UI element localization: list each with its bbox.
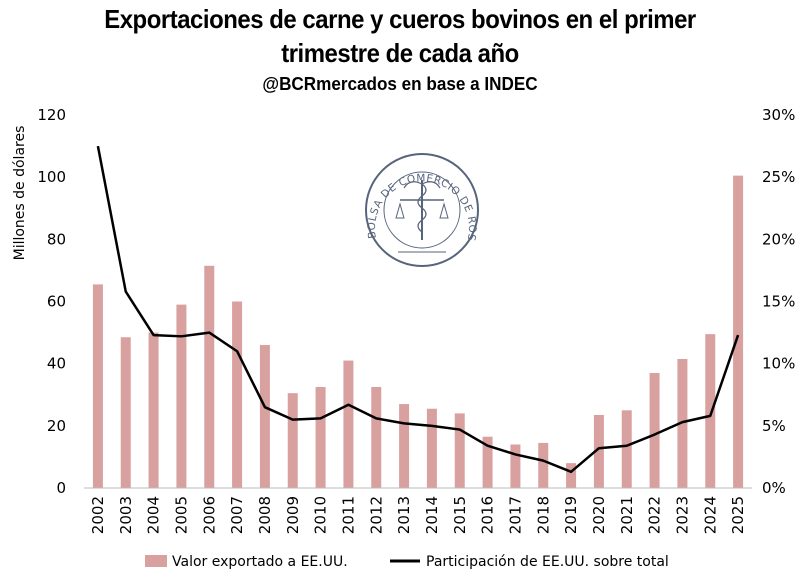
bar bbox=[733, 175, 744, 489]
x-tick-label: 2016 bbox=[479, 496, 497, 534]
y-tick-label: 0 bbox=[56, 479, 66, 497]
x-tick-label: 2002 bbox=[89, 496, 107, 534]
y2-tick-label: 10% bbox=[762, 355, 795, 373]
logo-left-pan bbox=[395, 202, 405, 219]
logo-right-pan bbox=[439, 202, 449, 219]
x-tick-label: 2017 bbox=[506, 496, 524, 534]
bar bbox=[120, 337, 131, 488]
x-tick-label: 2009 bbox=[284, 496, 302, 534]
y2-tick-label: 0% bbox=[762, 479, 786, 497]
y2-tick-label: 15% bbox=[762, 293, 795, 311]
bar bbox=[621, 410, 632, 488]
plot-area: 0 20 40 60 80 100 120 0% 5% 10% 15% 20% 25% 30% 2002 20… bbox=[37, 106, 795, 534]
y-tick-label: 20 bbox=[47, 417, 66, 435]
y-tick-label: 40 bbox=[47, 355, 66, 373]
x-tick-label: 2013 bbox=[395, 496, 413, 534]
legend-bar-label: Valor exportado a EE.UU. bbox=[172, 554, 348, 570]
x-tick-label: 2023 bbox=[673, 496, 691, 534]
y2-tick-label: 25% bbox=[762, 168, 795, 186]
bcr-logo-watermark: BOLSA DE COMERCIO DE ROSARIO bbox=[0, 0, 479, 267]
bar bbox=[482, 436, 493, 488]
y2-tick-label: 20% bbox=[762, 230, 795, 248]
bar bbox=[232, 301, 243, 488]
bar bbox=[593, 414, 604, 488]
chart-title: Exportaciones de carne y cueros bovinos … bbox=[104, 4, 696, 34]
bar bbox=[399, 404, 410, 488]
y-tick-label: 60 bbox=[47, 293, 66, 311]
bar bbox=[705, 334, 716, 488]
bar bbox=[204, 265, 215, 488]
x-tick-label: 2007 bbox=[228, 496, 246, 534]
x-tick-label: 2018 bbox=[534, 496, 552, 534]
x-tick-label: 2006 bbox=[200, 496, 218, 534]
x-tick-label: 2003 bbox=[117, 496, 135, 534]
bar bbox=[454, 413, 465, 488]
bar bbox=[677, 359, 688, 488]
bar bbox=[343, 360, 354, 488]
bar bbox=[426, 408, 437, 488]
x-tick-label: 2022 bbox=[646, 496, 664, 534]
x-tick-label: 2011 bbox=[339, 496, 357, 534]
y-tick-label: 120 bbox=[37, 106, 66, 124]
x-tick-label: 2020 bbox=[590, 496, 608, 534]
logo-inner-ring bbox=[383, 171, 461, 249]
x-tick-label: 2019 bbox=[562, 496, 580, 534]
y2-tick-label: 5% bbox=[762, 417, 786, 435]
bar bbox=[371, 386, 382, 488]
share-line bbox=[96, 145, 740, 474]
logo-snake bbox=[417, 183, 427, 233]
x-tick-label: 2025 bbox=[729, 496, 747, 534]
x-tick-label: 2021 bbox=[618, 496, 636, 534]
bar bbox=[538, 442, 549, 488]
bar bbox=[148, 332, 159, 488]
y2-tick-label: 30% bbox=[762, 106, 795, 124]
x-tick-label: 2005 bbox=[172, 496, 190, 534]
bar bbox=[259, 345, 270, 488]
bar bbox=[566, 463, 577, 488]
legend-bar-swatch bbox=[145, 555, 167, 567]
y-tick-label: 80 bbox=[47, 230, 66, 248]
bar bbox=[510, 444, 521, 488]
y-axis-label: Millones de dólares bbox=[12, 126, 28, 261]
legend: Valor exportado a EE.UU. Participación d… bbox=[145, 554, 669, 570]
y-tick-label: 100 bbox=[37, 168, 66, 186]
logo-outer-ring bbox=[365, 153, 479, 267]
bar bbox=[315, 386, 326, 488]
legend-line-label: Participación de EE.UU. sobre total bbox=[426, 554, 669, 570]
x-tick-label: 2010 bbox=[312, 496, 330, 534]
x-tick-label: 2014 bbox=[423, 496, 441, 534]
chart-subtitle: @BCRmercados en base a INDEC bbox=[262, 74, 538, 94]
x-tick-label: 2008 bbox=[256, 496, 274, 534]
logo-wings bbox=[403, 181, 441, 189]
x-tick-label: 2004 bbox=[145, 496, 163, 534]
bar bbox=[287, 393, 298, 488]
x-tick-label: 2024 bbox=[701, 496, 719, 534]
bar bbox=[649, 372, 660, 488]
bar bbox=[92, 284, 103, 488]
bar bbox=[176, 304, 187, 488]
chart-title-line2: trimestre de cada año bbox=[281, 38, 519, 68]
x-tick-label: 2012 bbox=[367, 496, 385, 534]
logo-text: BOLSA DE COMERCIO DE ROSARIO bbox=[0, 0, 478, 242]
x-tick-label: 2015 bbox=[451, 496, 469, 534]
